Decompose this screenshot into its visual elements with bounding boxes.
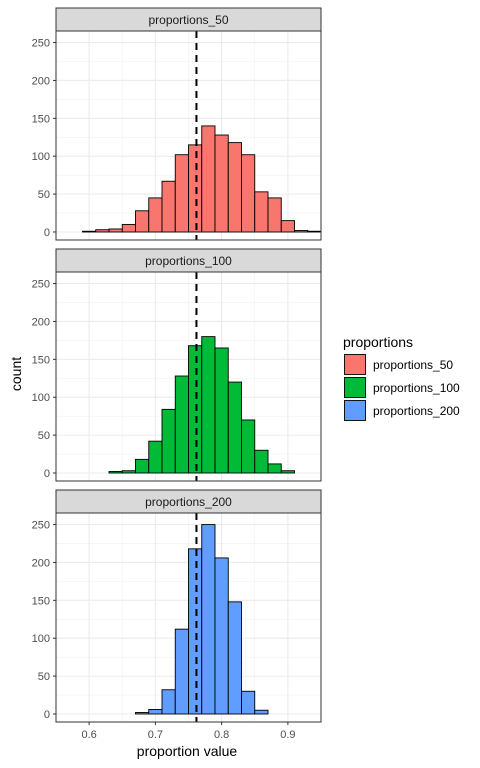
histogram-bar bbox=[161, 180, 176, 233]
histogram-bar bbox=[201, 125, 216, 233]
histogram-bar bbox=[108, 471, 123, 474]
histogram-bar bbox=[174, 628, 189, 715]
histogram-bar bbox=[201, 336, 216, 474]
legend-swatch bbox=[344, 354, 366, 375]
x-tick-label: 0.9 bbox=[280, 729, 295, 741]
histogram-bar bbox=[227, 381, 242, 474]
histogram-bar bbox=[254, 709, 269, 715]
facet-panel-proportions_50: proportions_50 0 50 100 150 200 250 bbox=[32, 7, 322, 241]
legend-label: proportions_100 bbox=[373, 381, 460, 395]
histogram-bar bbox=[108, 228, 123, 233]
y-tick-label: 200 bbox=[32, 316, 50, 328]
histogram-bar bbox=[201, 524, 216, 715]
histogram-bar bbox=[294, 230, 309, 233]
histogram-bar bbox=[214, 347, 229, 474]
histogram-bar bbox=[280, 470, 295, 474]
histogram-bar bbox=[161, 689, 176, 715]
legend-swatch bbox=[344, 400, 366, 421]
y-tick-label: 100 bbox=[32, 392, 50, 404]
histogram-bar bbox=[95, 229, 110, 233]
histogram-bar bbox=[148, 440, 163, 474]
histogram-bar bbox=[174, 154, 189, 233]
facet-strip-label: proportions_100 bbox=[145, 254, 232, 268]
histogram-bar bbox=[161, 408, 176, 474]
histogram-bar bbox=[241, 690, 256, 715]
y-tick-label: 150 bbox=[32, 354, 50, 366]
y-tick-label: 0 bbox=[44, 227, 50, 239]
histogram-bar bbox=[214, 557, 229, 715]
histogram-bar bbox=[307, 230, 322, 233]
panel-border bbox=[55, 30, 322, 241]
legend: proportions proportions_50 proportions_10… bbox=[343, 334, 460, 421]
x-axis-title: proportion value bbox=[137, 743, 238, 759]
histogram-bars bbox=[82, 125, 322, 233]
histogram-bar bbox=[280, 220, 295, 233]
legend-title: proportions bbox=[343, 334, 413, 350]
y-axis: 0 50 100 150 200 250 bbox=[32, 279, 56, 480]
y-axis-title: count bbox=[8, 357, 24, 391]
histogram-bars bbox=[135, 524, 269, 715]
histogram-bar bbox=[227, 142, 242, 233]
facet-strip-label: proportions_200 bbox=[145, 495, 232, 509]
y-tick-label: 100 bbox=[32, 633, 50, 645]
histogram-bar bbox=[135, 712, 150, 715]
histogram-bar bbox=[241, 154, 256, 233]
y-tick-label: 250 bbox=[32, 38, 50, 50]
histogram-bar bbox=[148, 709, 163, 715]
legend-label: proportions_200 bbox=[373, 404, 460, 418]
y-tick-label: 50 bbox=[38, 430, 50, 442]
y-axis: 0 50 100 150 200 250 bbox=[32, 38, 56, 239]
legend-swatch bbox=[344, 377, 366, 398]
histogram-bar bbox=[254, 191, 269, 233]
x-tick-label: 0.7 bbox=[148, 729, 163, 741]
histogram-bar bbox=[254, 449, 269, 474]
facet-panel-proportions_200: proportions_200 0 50 100 150 200 250 bbox=[32, 489, 322, 723]
y-tick-label: 250 bbox=[32, 520, 50, 532]
histogram-bar bbox=[267, 463, 282, 474]
histogram-bar bbox=[135, 458, 150, 474]
y-axis: 0 50 100 150 200 250 bbox=[32, 520, 56, 721]
legend-entry: proportions_200 bbox=[344, 400, 460, 421]
facet-strip-label: proportions_50 bbox=[148, 13, 228, 27]
y-tick-label: 50 bbox=[38, 671, 50, 683]
histogram-bar bbox=[121, 223, 136, 233]
facet-panel-proportions_100: proportions_100 0 50 100 150 200 250 bbox=[32, 248, 322, 482]
histogram-bar bbox=[188, 144, 203, 233]
histogram-bar bbox=[188, 345, 203, 474]
y-tick-label: 150 bbox=[32, 595, 50, 607]
histogram-bar bbox=[241, 419, 256, 474]
histogram-bars bbox=[108, 336, 295, 474]
x-axis: 0.6 0.7 0.8 0.9 bbox=[81, 722, 296, 741]
y-tick-label: 0 bbox=[44, 709, 50, 721]
y-tick-label: 150 bbox=[32, 113, 50, 125]
y-tick-label: 200 bbox=[32, 75, 50, 87]
y-tick-label: 0 bbox=[44, 468, 50, 480]
legend-entry: proportions_50 bbox=[344, 354, 453, 375]
y-tick-label: 50 bbox=[38, 189, 50, 201]
y-tick-label: 200 bbox=[32, 557, 50, 569]
histogram-bar bbox=[148, 197, 163, 233]
y-tick-label: 100 bbox=[32, 151, 50, 163]
histogram-bar bbox=[135, 210, 150, 233]
legend-label: proportions_50 bbox=[373, 358, 453, 372]
legend-entry: proportions_100 bbox=[344, 377, 460, 398]
histogram-bar bbox=[214, 134, 229, 233]
histogram-bar bbox=[82, 230, 97, 233]
x-tick-label: 0.8 bbox=[214, 729, 229, 741]
panel-border bbox=[55, 512, 322, 723]
histogram-bar bbox=[121, 470, 136, 474]
histogram-bar bbox=[227, 601, 242, 715]
y-tick-label: 250 bbox=[32, 279, 50, 291]
panel-border bbox=[55, 271, 322, 482]
x-tick-label: 0.6 bbox=[81, 729, 96, 741]
histogram-bar bbox=[267, 197, 282, 233]
facet-panels: proportions_50050100150200250proportions… bbox=[32, 7, 322, 723]
histogram-bar bbox=[174, 375, 189, 474]
histogram-bar bbox=[188, 548, 203, 715]
